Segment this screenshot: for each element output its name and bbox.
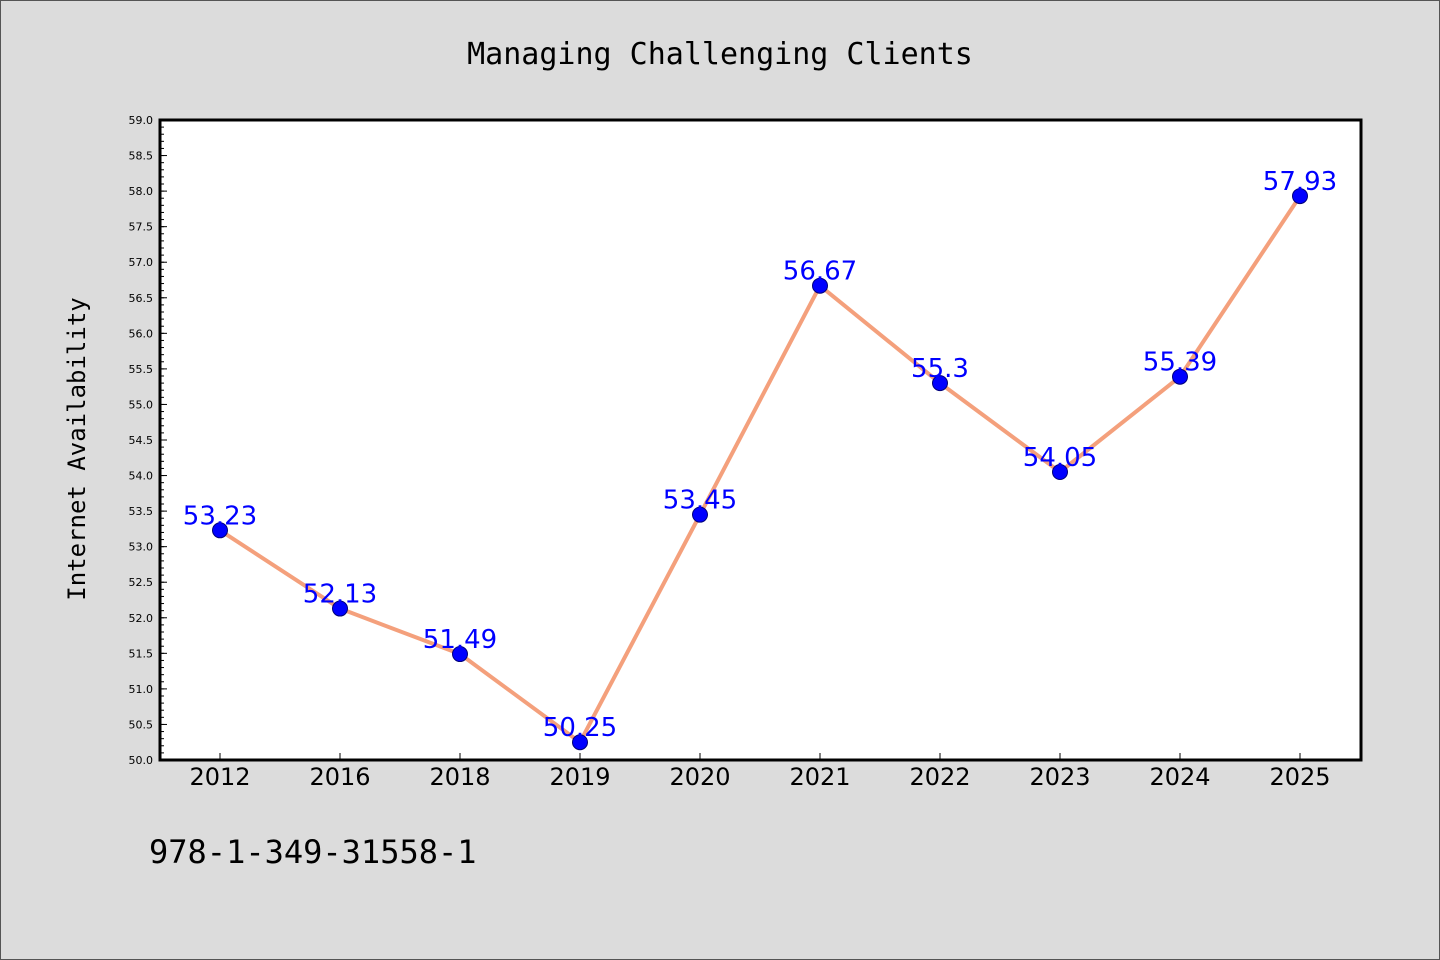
data-label: 55.3	[911, 354, 969, 384]
x-tick-label: 2019	[549, 763, 610, 791]
data-point	[692, 506, 708, 523]
y-tick-label: 52.0	[129, 612, 154, 625]
y-tick-label: 52.5	[129, 576, 154, 589]
y-tick-label: 50.5	[129, 718, 154, 731]
y-tick-label: 55.0	[129, 398, 154, 411]
data-point	[332, 600, 348, 617]
data-point	[1172, 368, 1188, 385]
y-tick-label: 56.5	[129, 292, 154, 305]
data-label: 52.13	[303, 580, 377, 610]
y-tick-label: 58.5	[129, 150, 154, 163]
x-tick-label: 2021	[789, 763, 850, 791]
y-axis-label: Internet Availability	[63, 297, 91, 600]
y-tick-label: 57.0	[129, 256, 154, 269]
y-tick-label: 54.0	[129, 470, 154, 483]
y-tick-label: 57.5	[129, 221, 154, 234]
y-tick-label: 53.5	[129, 505, 154, 518]
y-tick-label: 51.5	[129, 647, 154, 660]
y-tick-label: 50.0	[129, 754, 154, 767]
data-point	[812, 277, 828, 294]
data-point	[932, 375, 948, 392]
x-tick-label: 2025	[1269, 763, 1330, 791]
data-label: 57.93	[1263, 167, 1337, 197]
y-tick-label: 56.0	[129, 327, 154, 340]
x-tick-label: 2016	[309, 763, 370, 791]
data-label: 54.05	[1023, 443, 1097, 473]
x-axis: 2012 2016 2018 2019 2020 2021 2022 2023 2024 2025	[189, 753, 1331, 791]
plot-area	[158, 118, 1363, 762]
series-line	[218, 194, 1302, 745]
data-point	[452, 646, 468, 663]
data-label: 53.23	[183, 501, 257, 531]
data-point	[1052, 464, 1068, 480]
y-axis: 50.0 50.5 51.0 51.5 52.0 52.5 53.0 53.5 54.0 54.5…	[129, 114, 167, 767]
y-tick-label: 53.0	[129, 541, 154, 554]
y-tick-label: 55.5	[129, 363, 154, 376]
data-point	[572, 734, 588, 751]
data-label: 53.45	[663, 486, 737, 516]
x-tick-label: 2024	[1149, 763, 1210, 791]
chart-title: Managing Challenging Clients	[467, 37, 973, 72]
x-tick-label: 2023	[1029, 763, 1090, 791]
data-point	[1292, 188, 1308, 205]
footer-isbn: 978-1-349-31558-1	[149, 833, 477, 871]
y-tick-label: 58.0	[129, 185, 154, 198]
data-label: 50.25	[543, 713, 617, 743]
x-tick-label: 2022	[909, 763, 970, 791]
x-tick-label: 2018	[429, 763, 490, 791]
x-tick-label: 2012	[189, 763, 250, 791]
series-layer: 53.23 52.13 51.49 50.25 53.45 56.67 55.3 54.05 5…	[183, 167, 1337, 751]
x-tick-label: 2020	[669, 763, 730, 791]
y-tick-label: 51.0	[129, 683, 154, 696]
data-label: 56.67	[783, 257, 857, 287]
data-label: 51.49	[423, 625, 497, 655]
data-point	[212, 522, 228, 539]
data-label: 55.39	[1143, 348, 1217, 378]
y-tick-label: 59.0	[129, 114, 154, 127]
y-tick-label: 54.5	[129, 434, 154, 447]
